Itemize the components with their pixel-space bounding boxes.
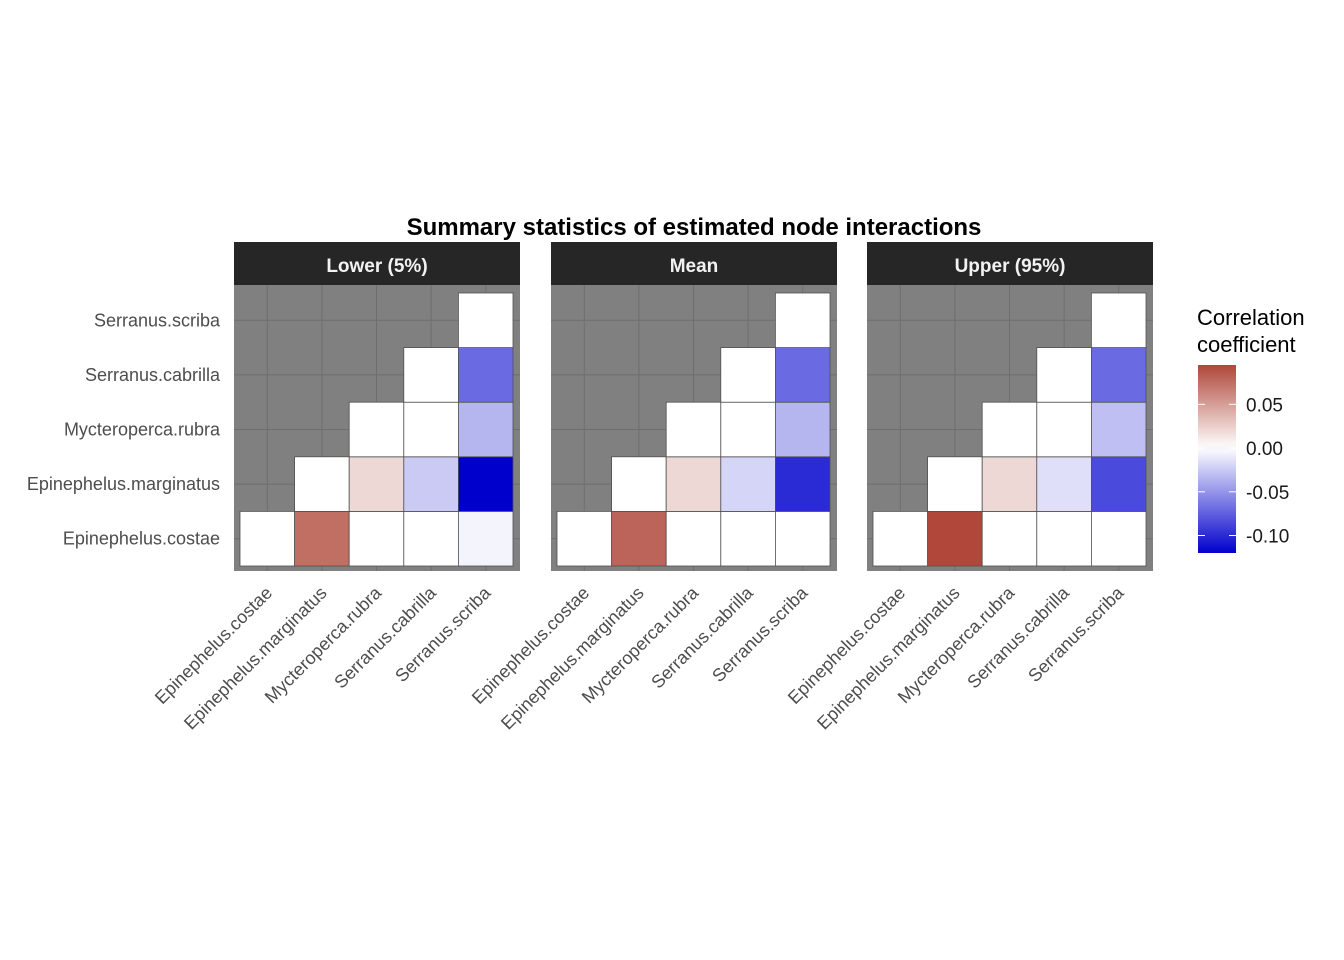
heatmap-cell bbox=[556, 510, 612, 567]
heatmap-cell bbox=[403, 510, 459, 567]
heatmap-cell bbox=[611, 456, 667, 512]
heatmap-cell bbox=[348, 456, 405, 512]
heatmap-cell bbox=[775, 292, 831, 348]
heatmap-cell bbox=[927, 456, 983, 512]
heatmap-cell bbox=[720, 510, 776, 567]
heatmap-cell bbox=[457, 401, 514, 458]
heatmap-cell bbox=[1036, 510, 1092, 567]
heatmap-cell bbox=[457, 347, 514, 403]
facet-strip-label: Lower (5%) bbox=[326, 256, 427, 277]
legend-label: 0.00 bbox=[1246, 439, 1283, 460]
heatmap-cell bbox=[981, 456, 1038, 512]
facet-strip-label: Upper (95%) bbox=[955, 256, 1066, 277]
heatmap-cell bbox=[1036, 401, 1092, 458]
heatmap-cell bbox=[1091, 292, 1147, 348]
facet-strip bbox=[551, 242, 837, 285]
heatmap-cell bbox=[348, 510, 405, 567]
facet-strip-label: Mean bbox=[670, 256, 719, 277]
facet-panel: Upper (95%)Epinephelus.costaeEpinephelus… bbox=[784, 242, 1153, 733]
legend-label: -0.05 bbox=[1246, 483, 1289, 504]
heatmap-cell bbox=[294, 456, 350, 512]
heatmap-cell bbox=[239, 510, 295, 567]
heatmap-cell bbox=[1091, 347, 1147, 403]
heatmap-cell bbox=[720, 347, 776, 403]
heatmap-cell bbox=[294, 510, 350, 567]
x-tick-label: Serranus.cabrilla bbox=[647, 582, 757, 692]
legend-label: -0.10 bbox=[1246, 527, 1289, 548]
heatmap-cell bbox=[1036, 347, 1092, 403]
x-tick-label: Serranus.cabrilla bbox=[963, 582, 1073, 692]
heatmap-cell bbox=[1091, 456, 1147, 512]
heatmap-cell bbox=[981, 401, 1038, 458]
x-tick-label: Serranus.scriba bbox=[391, 582, 495, 686]
facet-strip bbox=[867, 242, 1153, 285]
heatmap-cell bbox=[1091, 401, 1147, 458]
heatmap-cell bbox=[403, 347, 459, 403]
heatmap-cell bbox=[981, 510, 1038, 567]
heatmap-cell bbox=[403, 456, 459, 512]
heatmap-cell bbox=[457, 292, 514, 348]
heatmap-cell bbox=[775, 401, 831, 458]
heatmap-cell bbox=[927, 510, 983, 567]
heatmap-cell bbox=[665, 456, 722, 512]
y-tick-label: Epinephelus.costae bbox=[63, 529, 220, 549]
heatmap-cell bbox=[720, 456, 776, 512]
heatmap-cell bbox=[457, 456, 514, 512]
heatmap-cell bbox=[775, 347, 831, 403]
facet-panels: Lower (5%) Epinephelus.costae Epinephelus.… bbox=[27, 242, 1153, 733]
y-tick-label: Mycteroperca.rubra bbox=[64, 420, 221, 440]
heatmap-cell bbox=[665, 510, 722, 567]
heatmap-cell bbox=[1091, 510, 1147, 567]
y-tick-label: Serranus.scriba bbox=[94, 310, 221, 330]
x-tick-label: Serranus.scriba bbox=[708, 582, 812, 686]
heatmap-cell bbox=[775, 510, 831, 567]
heatmap-cell bbox=[348, 401, 405, 458]
heatmap-cell bbox=[611, 510, 667, 567]
heatmap-cell bbox=[457, 510, 514, 567]
chart-title: Summary statistics of estimated node int… bbox=[407, 214, 982, 241]
legend-colorbar bbox=[1198, 365, 1236, 553]
heatmap-cell bbox=[403, 401, 459, 458]
heatmap-cell bbox=[775, 456, 831, 512]
heatmap-cell bbox=[872, 510, 928, 567]
x-tick-label: Serranus.scriba bbox=[1024, 582, 1128, 686]
heatmap-cell bbox=[720, 401, 776, 458]
facet-strip bbox=[234, 242, 520, 285]
legend-title: Correlation bbox=[1197, 305, 1305, 330]
heatmap-cell bbox=[1036, 456, 1092, 512]
x-tick-label: Serranus.cabrilla bbox=[330, 582, 440, 692]
y-tick-label: Serranus.cabrilla bbox=[85, 365, 221, 385]
y-tick-label: Epinephelus.marginatus bbox=[27, 474, 220, 494]
legend-title: coefficient bbox=[1197, 332, 1296, 357]
legend-label: 0.05 bbox=[1246, 395, 1283, 416]
facet-panel: MeanEpinephelus.costaeEpinephelus.margin… bbox=[468, 242, 837, 733]
heatmap-cell bbox=[665, 401, 722, 458]
